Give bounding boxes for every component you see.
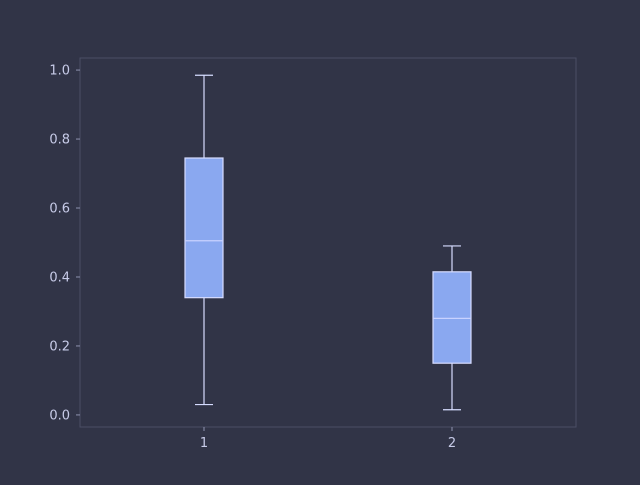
y-tick-label: 0.4 xyxy=(49,270,70,285)
y-axis: 0.0 0.2 0.4 0.6 0.8 1.0 xyxy=(49,64,80,423)
box-iqr xyxy=(184,157,224,299)
x-tick-label: 1 xyxy=(200,436,208,451)
box-group-1 xyxy=(184,74,224,406)
plot-area-frame xyxy=(79,57,577,428)
y-tick-label: 0.8 xyxy=(49,133,70,148)
box-series xyxy=(184,74,472,411)
y-tick-label: 0.2 xyxy=(49,339,70,354)
x-tick-label: 2 xyxy=(448,436,456,451)
box-group-2 xyxy=(432,245,472,411)
box-iqr xyxy=(432,271,472,364)
y-tick-label: 1.0 xyxy=(49,64,70,79)
y-tick-label: 0.0 xyxy=(49,408,70,423)
y-tick-label: 0.6 xyxy=(49,202,70,217)
